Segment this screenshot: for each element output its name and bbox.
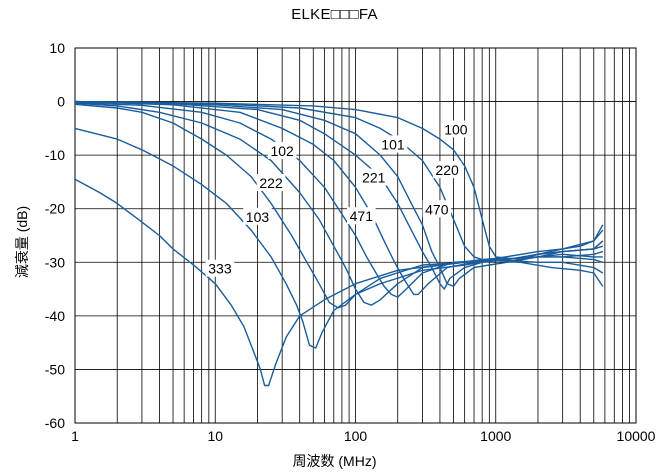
series-label-100: 100 xyxy=(444,121,468,137)
y-tick-label: 10 xyxy=(49,40,65,56)
series-label-103: 103 xyxy=(246,209,270,225)
x-tick-label: 100 xyxy=(344,428,368,444)
series-label-bg xyxy=(378,135,408,153)
series-label-220: 220 xyxy=(435,162,459,178)
series-label-bg xyxy=(441,120,471,138)
series-label-bg xyxy=(432,161,462,179)
series-label-470: 470 xyxy=(425,201,449,217)
series-label-471: 471 xyxy=(350,208,374,224)
series-label-222: 222 xyxy=(259,175,283,191)
x-tick-label: 1000 xyxy=(480,428,511,444)
series-line-471 xyxy=(74,101,604,298)
series-label-bg xyxy=(243,207,272,225)
series-label-bg xyxy=(267,141,297,159)
plot-frame xyxy=(74,47,637,424)
y-tick-label: -60 xyxy=(45,415,65,431)
series-line-100 xyxy=(74,100,604,261)
chart-title: ELKE□□□FA xyxy=(291,6,378,23)
series-label-bg xyxy=(347,207,376,225)
series-line-102 xyxy=(74,102,603,306)
series-line-221 xyxy=(74,100,604,296)
series-label-bg xyxy=(359,168,389,186)
series-label-bg xyxy=(422,200,452,218)
y-tick-label: -10 xyxy=(45,147,65,163)
x-tick-label: 1 xyxy=(71,428,79,444)
y-tick-label: -40 xyxy=(45,308,65,324)
series-label-221: 221 xyxy=(362,170,386,186)
series-label-101: 101 xyxy=(381,136,405,152)
series-line-333 xyxy=(74,178,604,387)
y-tick-label: -20 xyxy=(45,201,65,217)
y-tick-label: -50 xyxy=(45,361,65,377)
series-label-102: 102 xyxy=(270,143,294,159)
series-line-103 xyxy=(74,127,604,349)
series-line-220 xyxy=(74,100,604,261)
x-tick-label: 10000 xyxy=(617,428,656,444)
series-label-bg xyxy=(256,174,286,191)
x-tick-label: 10 xyxy=(207,428,223,444)
series-label-333: 333 xyxy=(208,261,232,277)
series-label-bg xyxy=(205,259,235,277)
y-tick-label: 0 xyxy=(57,94,65,110)
x-axis-label: 周波数 (MHz) xyxy=(292,453,377,469)
y-tick-label: -30 xyxy=(45,254,65,270)
series-line-222 xyxy=(74,103,604,309)
